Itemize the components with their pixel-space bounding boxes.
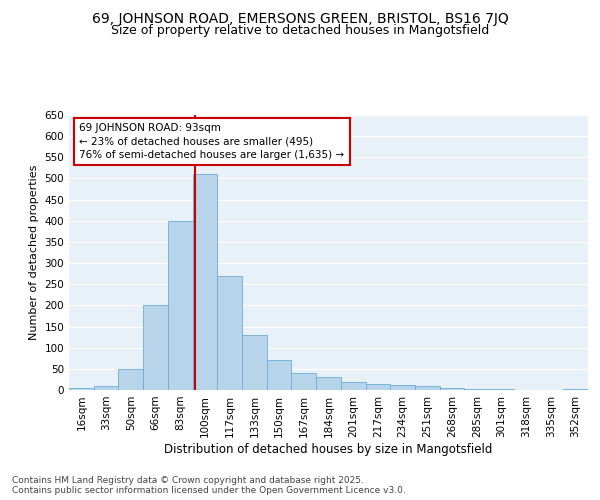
Bar [94,386,118,390]
Bar [563,389,588,390]
Text: 69, JOHNSON ROAD, EMERSONS GREEN, BRISTOL, BS16 7JQ: 69, JOHNSON ROAD, EMERSONS GREEN, BRISTO… [92,12,508,26]
Bar [193,174,217,390]
Text: Size of property relative to detached houses in Mangotsfield: Size of property relative to detached ho… [111,24,489,37]
Bar [341,382,365,390]
Text: Contains HM Land Registry data © Crown copyright and database right 2025.
Contai: Contains HM Land Registry data © Crown c… [12,476,406,495]
Bar [365,384,390,390]
Bar [267,360,292,390]
Bar [415,386,440,390]
Bar [69,388,94,390]
Bar [464,389,489,390]
Y-axis label: Number of detached properties: Number of detached properties [29,165,39,340]
Bar [242,335,267,390]
Bar [316,378,341,390]
X-axis label: Distribution of detached houses by size in Mangotsfield: Distribution of detached houses by size … [164,442,493,456]
Bar [118,369,143,390]
Bar [440,388,464,390]
Bar [143,306,168,390]
Bar [168,221,193,390]
Text: 69 JOHNSON ROAD: 93sqm
← 23% of detached houses are smaller (495)
76% of semi-de: 69 JOHNSON ROAD: 93sqm ← 23% of detached… [79,123,344,160]
Bar [489,388,514,390]
Bar [217,276,242,390]
Bar [292,373,316,390]
Bar [390,385,415,390]
